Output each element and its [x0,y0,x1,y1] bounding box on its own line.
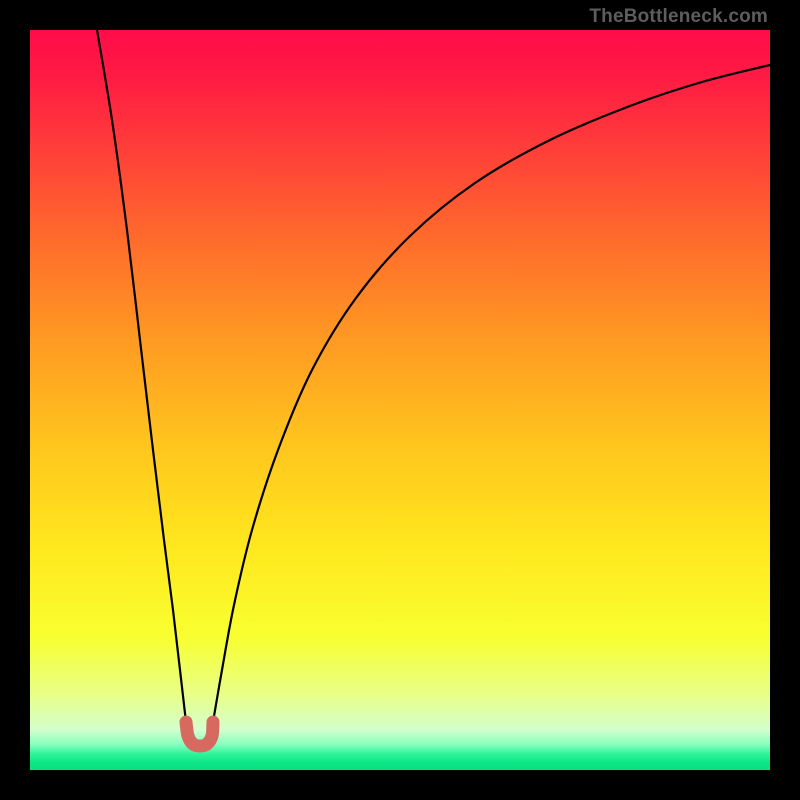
chart-frame: TheBottleneck.com [0,0,800,800]
curve-left [97,30,186,722]
curve-right [213,65,770,722]
trough-marker [186,722,213,746]
curves-layer [30,30,770,770]
plot-area [30,30,770,770]
watermark-text: TheBottleneck.com [589,6,768,28]
